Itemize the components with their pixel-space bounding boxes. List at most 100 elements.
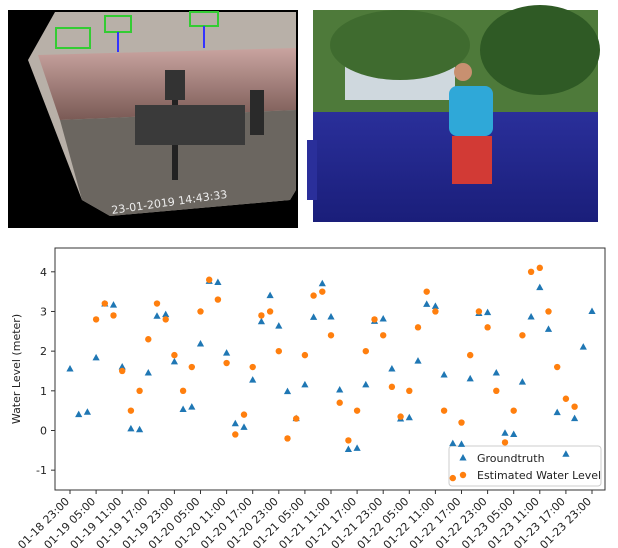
data-point [354, 407, 360, 413]
data-point [250, 364, 256, 370]
data-point [267, 308, 273, 314]
legend: Groundtruth Estimated Water Level [449, 446, 601, 486]
data-point [241, 411, 247, 417]
data-point [423, 300, 430, 307]
data-point [258, 318, 265, 325]
data-point [66, 365, 73, 372]
data-point [467, 352, 473, 358]
data-point [588, 307, 595, 314]
data-point [580, 343, 587, 350]
data-point [93, 354, 100, 361]
data-point [493, 369, 500, 376]
data-point [240, 423, 247, 430]
data-point [571, 415, 578, 422]
right-photo [307, 5, 600, 222]
data-point [180, 388, 186, 394]
data-point [93, 316, 99, 322]
data-point [476, 308, 482, 314]
data-point [197, 340, 204, 347]
data-point [545, 308, 551, 314]
data-point [162, 311, 169, 318]
data-point [214, 279, 221, 286]
data-point [328, 332, 334, 338]
y-tick-label: -1 [36, 464, 47, 477]
data-point [528, 313, 535, 320]
data-point [484, 309, 491, 316]
data-point [336, 386, 343, 393]
data-point [337, 400, 343, 406]
data-point [293, 415, 299, 421]
data-point [511, 407, 517, 413]
data-point [128, 407, 134, 413]
y-axis-label: Water Level (meter) [10, 314, 23, 424]
data-point [232, 431, 238, 437]
data-point [450, 475, 456, 481]
data-point [267, 292, 274, 299]
data-point [397, 413, 403, 419]
data-point [310, 313, 317, 320]
data-point [545, 325, 552, 332]
data-point [136, 388, 142, 394]
data-point [284, 435, 290, 441]
data-point [145, 336, 151, 342]
data-point [519, 332, 525, 338]
data-point [414, 357, 421, 364]
data-point [110, 301, 117, 308]
data-point [389, 384, 395, 390]
data-point [189, 364, 195, 370]
y-tick-label: 2 [40, 345, 47, 358]
data-point [380, 315, 387, 322]
data-point [502, 439, 508, 445]
legend-label: Estimated Water Level [477, 469, 601, 482]
data-point [249, 376, 256, 383]
data-point [406, 414, 413, 421]
data-point [171, 352, 177, 358]
data-point [537, 265, 543, 271]
data-point [136, 426, 143, 433]
data-point [441, 371, 448, 378]
data-point [362, 381, 369, 388]
data-point [215, 296, 221, 302]
y-tick-label: 4 [40, 266, 47, 279]
data-point [345, 446, 352, 453]
data-point [319, 280, 326, 287]
data-point [388, 365, 395, 372]
data-point [415, 324, 421, 330]
data-point [180, 405, 187, 412]
data-point [536, 284, 543, 291]
data-point [163, 316, 169, 322]
data-point [302, 352, 308, 358]
data-point [206, 277, 212, 283]
data-point [119, 368, 125, 374]
data-point [188, 403, 195, 410]
left-photo: 23-01-2019 14:43:33 [8, 10, 298, 228]
data-point [571, 403, 577, 409]
y-tick-label: 3 [40, 305, 47, 318]
data-point [232, 420, 239, 427]
legend-label: Groundtruth [477, 452, 545, 465]
data-point [154, 300, 160, 306]
data-point [380, 332, 386, 338]
data-point [171, 358, 178, 365]
data-point [223, 360, 229, 366]
data-point [458, 440, 465, 447]
data-point [276, 348, 282, 354]
data-point [406, 388, 412, 394]
data-point [493, 388, 499, 394]
data-point [554, 364, 560, 370]
data-point [284, 388, 291, 395]
data-point [197, 308, 203, 314]
y-tick-label: 0 [40, 424, 47, 437]
data-point [424, 288, 430, 294]
data-point [371, 316, 377, 322]
data-point [432, 308, 438, 314]
data-point [110, 312, 116, 318]
data-point [467, 375, 474, 382]
data-point [363, 348, 369, 354]
data-point [153, 312, 160, 319]
data-point [563, 396, 569, 402]
data-point [519, 378, 526, 385]
data-point [275, 322, 282, 329]
data-point [102, 300, 108, 306]
data-point [327, 313, 334, 320]
